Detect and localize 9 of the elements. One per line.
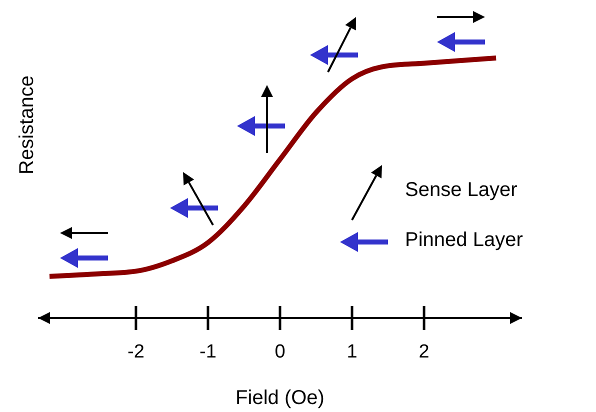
x-axis-title: Field (Oe) (236, 387, 324, 409)
x-tick-label: 1 (346, 341, 358, 362)
x-tick-label: 2 (418, 341, 430, 362)
annotation: Pinned Layer (405, 229, 524, 251)
x-tick-label: -1 (200, 341, 216, 362)
y-axis-title: Resistance (16, 76, 38, 174)
x-tick-label: 0 (274, 341, 286, 362)
annotation: Sense Layer (405, 179, 518, 201)
x-tick-label: -2 (128, 341, 144, 362)
